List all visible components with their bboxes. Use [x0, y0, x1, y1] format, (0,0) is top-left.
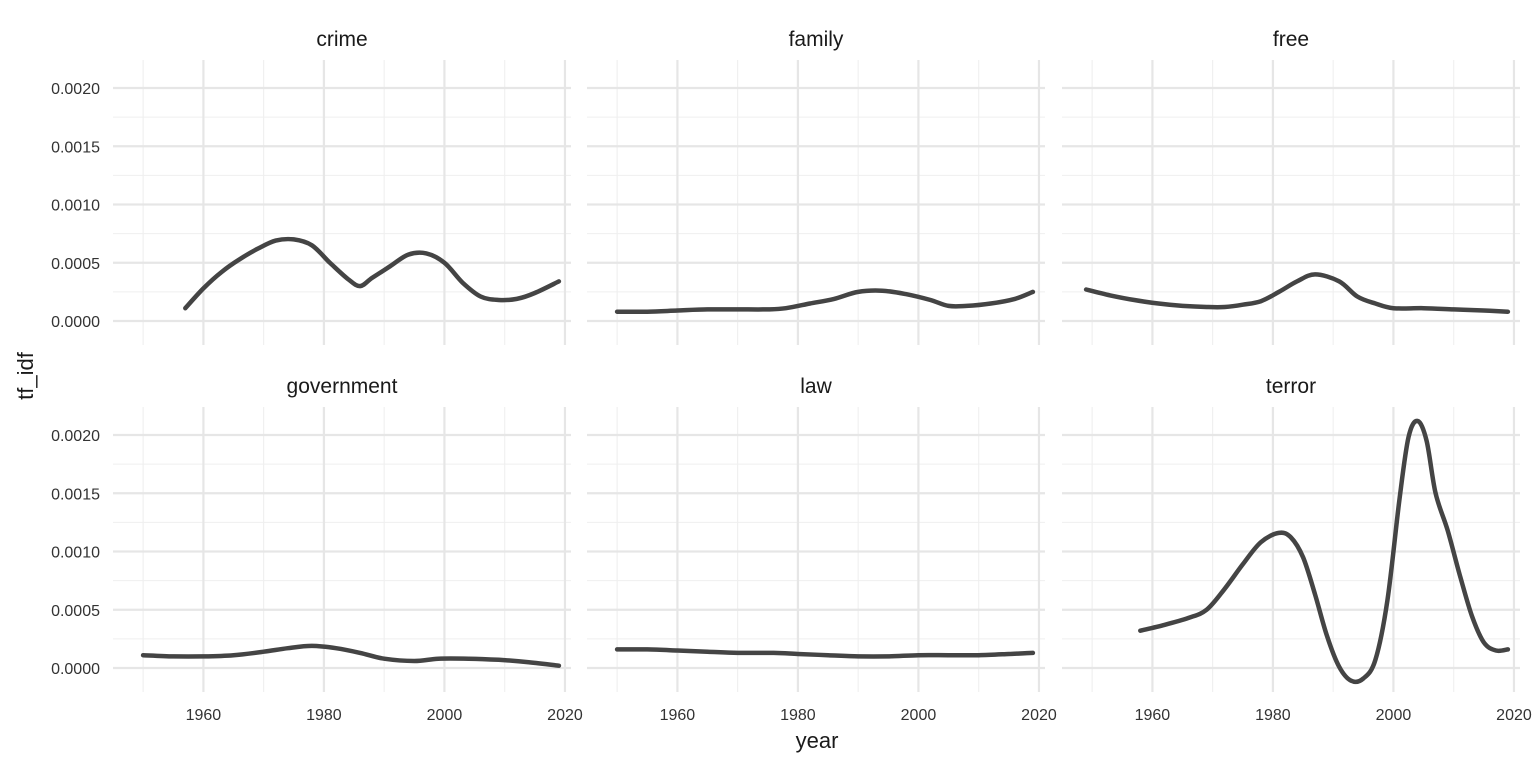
facet-title: government [287, 375, 398, 398]
series-line-government [140, 643, 562, 668]
x-tick-label: 2000 [901, 707, 937, 724]
y-tick-label: 0.0010 [51, 198, 100, 215]
series-line-family [614, 288, 1036, 315]
series-line-law [614, 647, 1036, 659]
series-line-free [1083, 272, 1511, 314]
facet-panel-terror: terror 1960 1980 2000 2020 [1062, 375, 1532, 724]
facet-title: family [789, 28, 844, 51]
x-tick-label: 1980 [306, 707, 342, 724]
x-tick-label: 2020 [1021, 707, 1057, 724]
facet-panel-law: law 1960 1980 2000 2020 [587, 375, 1057, 724]
series-line-terror [1138, 418, 1511, 685]
y-tick-label: 0.0000 [51, 661, 100, 678]
y-tick-label: 0.0020 [51, 81, 100, 98]
y-tick-label: 0.0020 [51, 428, 100, 445]
facet-title: law [800, 375, 832, 398]
y-tick-label: 0.0015 [51, 486, 100, 503]
y-tick-label: 0.0000 [51, 314, 100, 331]
y-tick-label: 0.0005 [51, 603, 100, 620]
x-tick-label: 1960 [1135, 707, 1171, 724]
facet-title: free [1273, 28, 1309, 51]
x-tick-label: 2000 [1376, 707, 1412, 724]
y-tick-label: 0.0005 [51, 256, 100, 273]
facet-panel-family: family [587, 28, 1045, 345]
y-tick-label: 0.0010 [51, 545, 100, 562]
x-tick-label: 2020 [1496, 707, 1532, 724]
facet-panels: crime 0.0000 0.0005 0.0010 0.0015 0.0020 famil… [51, 28, 1532, 724]
facet-title: terror [1266, 375, 1316, 398]
y-axis-title: tf_idf [13, 351, 38, 400]
x-tick-label: 1960 [660, 707, 696, 724]
x-tick-label: 1960 [186, 707, 222, 724]
y-tick-label: 0.0015 [51, 139, 100, 156]
facet-title: crime [316, 28, 367, 51]
x-tick-label: 2020 [547, 707, 583, 724]
x-tick-label: 1980 [1255, 707, 1291, 724]
facet-panel-free: free [1062, 28, 1520, 345]
x-tick-label: 1980 [780, 707, 816, 724]
series-line-crime [183, 236, 562, 311]
facet-panel-crime: crime 0.0000 0.0005 0.0010 0.0015 0.0020 [51, 28, 571, 345]
x-tick-label: 2000 [427, 707, 463, 724]
x-axis-title: year [796, 728, 839, 753]
facet-panel-government: government 0.0000 0.0005 0.0010 0.0015 0.0020… [51, 375, 583, 724]
